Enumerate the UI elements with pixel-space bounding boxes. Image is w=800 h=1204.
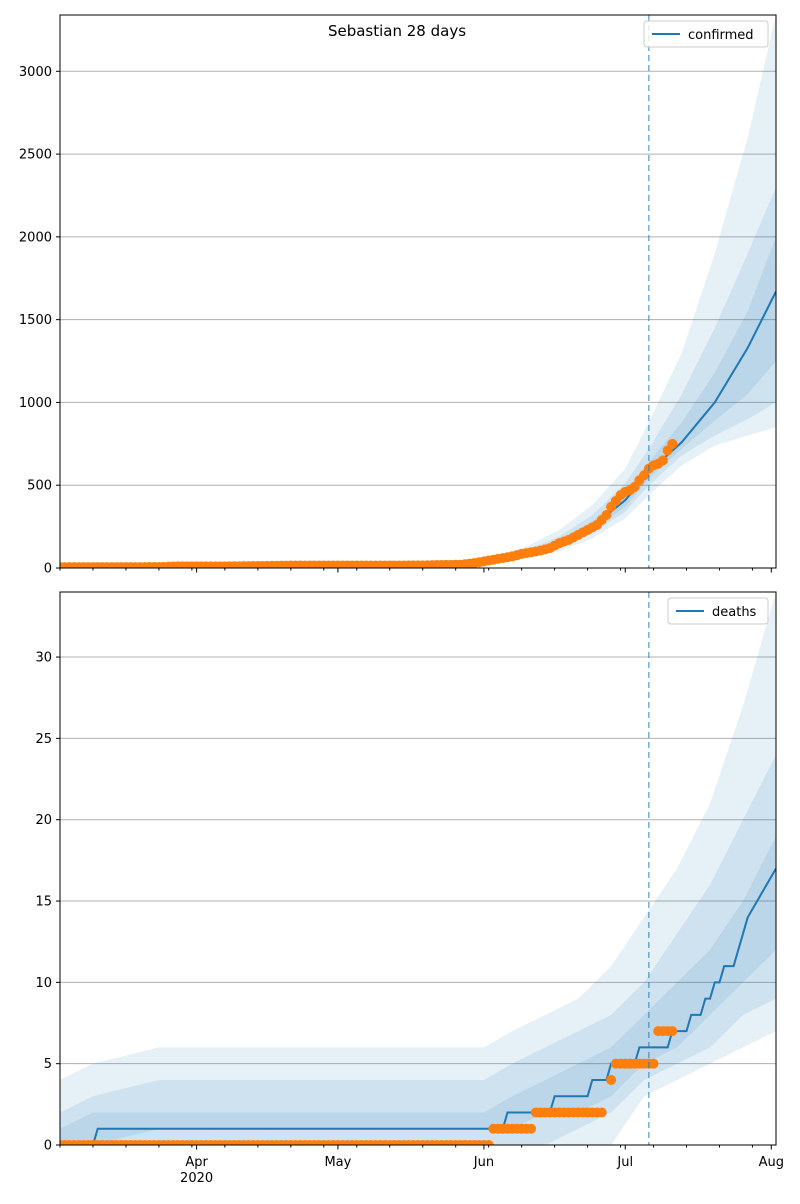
axes-frame: [59, 14, 777, 569]
legend-label: confirmed: [688, 28, 754, 43]
y-tick-label: 5: [44, 1057, 52, 1072]
x-tick-label: Jun: [473, 1155, 494, 1170]
confirmed-panel: 0 500 1000 1500 2000 2500 3000 confirmed: [19, 14, 777, 577]
observed-point: [596, 1107, 607, 1118]
plot-area: [60, 15, 776, 568]
x-tick-label: Apr: [185, 1155, 208, 1170]
observed-point: [648, 1058, 659, 1069]
observed-point: [606, 1074, 617, 1085]
y-tick-label: 500: [27, 479, 52, 494]
y-tick-label: 30: [35, 651, 52, 666]
legend-box: [643, 20, 769, 48]
x-tick-label: Jul: [616, 1155, 633, 1170]
uncertainty-band-2: [427, 187, 776, 567]
y-tick-label: 10: [35, 976, 52, 991]
figure-title: Sebastian 28 days: [328, 22, 466, 40]
x-tick-label: Aug: [759, 1155, 784, 1170]
y-tick-label: 25: [35, 732, 52, 747]
uncertainty-band-3: [427, 236, 776, 566]
x-tick-sublabel: 2020: [180, 1171, 213, 1186]
plot-area: [60, 592, 776, 1145]
y-tick-label: 0: [44, 1139, 52, 1154]
observed-point: [667, 438, 678, 449]
y-tick-label: 1000: [19, 396, 52, 411]
uncertainty-band-1: [427, 15, 776, 567]
observed-point: [601, 510, 612, 521]
observed-point: [657, 455, 668, 466]
observed-point: [483, 1140, 494, 1145]
uncertainty-band-2: [60, 754, 776, 1145]
x-tick-label: May: [324, 1155, 351, 1170]
y-tick-label: 20: [35, 813, 52, 828]
legend-box: [667, 597, 769, 625]
uncertainty-band-3: [60, 835, 776, 1145]
y-tick-label: 2500: [19, 148, 52, 163]
y-tick-label: 15: [35, 895, 52, 910]
observed-point: [526, 1123, 537, 1134]
y-tick-label: 2000: [19, 230, 52, 245]
y-tick-label: 3000: [19, 65, 52, 80]
uncertainty-band-1: [60, 592, 776, 1145]
y-tick-label: 0: [44, 562, 52, 577]
observed-point: [667, 1026, 678, 1037]
legend-label: deaths: [712, 605, 757, 620]
y-tick-label: 1500: [19, 313, 52, 328]
axes-frame: [59, 591, 777, 1146]
